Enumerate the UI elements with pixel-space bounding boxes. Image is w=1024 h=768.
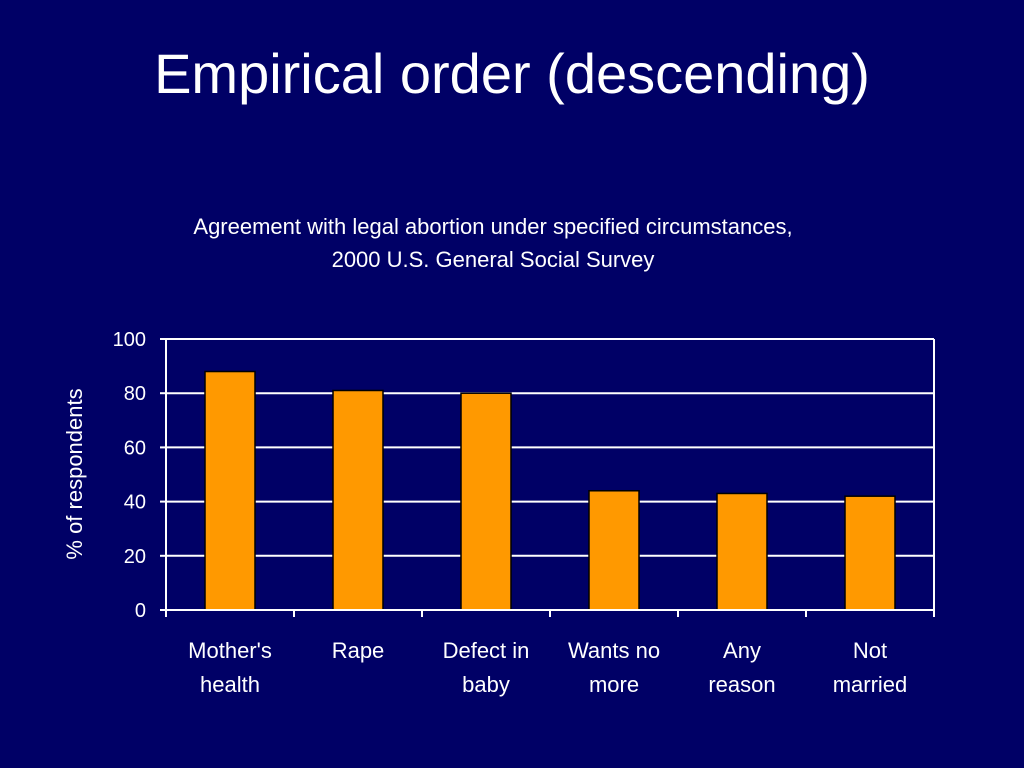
x-tick-label-line: health — [200, 672, 260, 697]
labels: 0 20 40 60 80 100 Mother's health Rape Defect in b… — [113, 329, 908, 697]
x-tick-label: Rape — [332, 638, 385, 663]
bar — [332, 389, 384, 611]
y-tick-label: 80 — [124, 383, 146, 405]
y-tick-label: 60 — [124, 437, 146, 459]
slide-title: Empirical order (descending) — [154, 42, 870, 105]
y-tick-label: 20 — [124, 546, 146, 568]
x-tick-label-line: more — [589, 672, 639, 697]
x-tick-label: Defect in baby — [443, 638, 530, 697]
chart-title-line-1: Agreement with legal abortion under spec… — [193, 214, 793, 239]
bar — [588, 490, 640, 611]
chart-title: Agreement with legal abortion under spec… — [0, 210, 986, 276]
x-tick-label-line: Defect in — [443, 638, 530, 663]
x-tick-label-line: Not — [853, 638, 887, 663]
x-tick-label: Any reason — [708, 638, 775, 697]
bar — [844, 495, 896, 611]
axes — [160, 338, 935, 617]
gridlines — [166, 338, 935, 610]
y-tick-label: 0 — [135, 600, 146, 622]
chart-title-line-2: 2000 U.S. General Social Survey — [331, 247, 655, 272]
bar — [460, 392, 512, 611]
y-tick-label: 100 — [113, 329, 146, 351]
x-tick-label-line: married — [833, 672, 908, 697]
x-tick-label-line: baby — [462, 672, 510, 697]
bar — [204, 370, 256, 611]
x-tick-label-line: reason — [708, 672, 775, 697]
x-tick-label: Wants no more — [568, 638, 660, 697]
x-tick-label-line: Any — [723, 638, 761, 663]
x-tick-label-line: Rape — [332, 638, 385, 663]
bars — [204, 370, 896, 611]
x-tick-label: Mother's health — [188, 638, 272, 697]
x-tick-label-line: Wants no — [568, 638, 660, 663]
y-tick-label: 40 — [124, 492, 146, 514]
bar — [716, 492, 768, 611]
y-axis-title: % of respondents — [62, 388, 87, 559]
x-tick-label-line: Mother's — [188, 638, 272, 663]
x-tick-label: Not married — [833, 638, 908, 697]
